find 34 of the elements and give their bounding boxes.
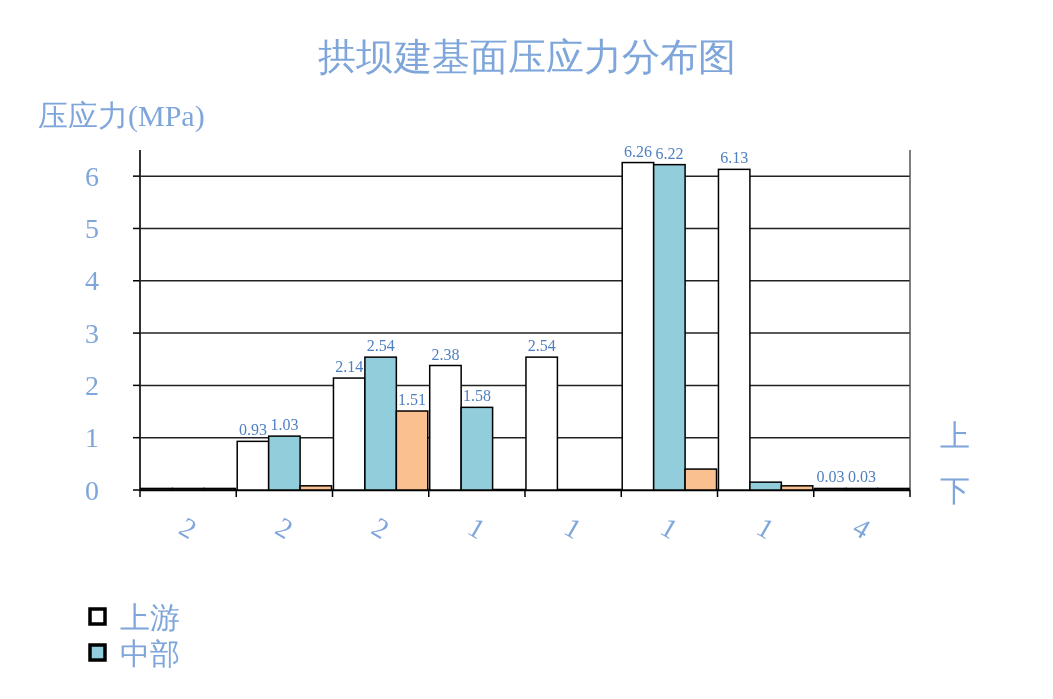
- ytick: 2: [85, 369, 99, 401]
- data-label: 1.03: [270, 416, 299, 434]
- data-label: 6.13: [720, 149, 749, 167]
- data-label: 2.54: [366, 337, 395, 355]
- xtick: 1: [463, 511, 491, 545]
- ytick: 6: [85, 160, 99, 192]
- data-label: 2.38: [431, 345, 460, 363]
- xtick: 2: [366, 511, 395, 545]
- data-label: 1.51: [398, 391, 427, 408]
- ylabel: 压应力(MPa): [38, 99, 205, 132]
- data-label: 2.54: [527, 337, 556, 355]
- xtick: 2: [174, 511, 202, 545]
- ytick: 4: [85, 265, 99, 297]
- data-label: 0.03: [847, 468, 876, 486]
- annotation: 下: [940, 473, 970, 507]
- xtick: 4: [848, 511, 876, 545]
- data-label: 6.22: [655, 144, 684, 162]
- xtick: 1: [559, 511, 587, 545]
- ytick: 0: [85, 474, 99, 506]
- data-label: 0.93: [238, 421, 267, 439]
- legend-label: 上游: [120, 600, 180, 634]
- title: 拱坝建基面压应力分布图: [317, 36, 736, 78]
- xtick: 1: [655, 511, 684, 545]
- xtick: 1: [751, 511, 780, 545]
- data-label: 0.03: [816, 468, 845, 486]
- ytick: 3: [85, 317, 99, 349]
- data-label: 2.14: [335, 358, 364, 376]
- annotation: 上: [940, 418, 970, 452]
- ytick: 1: [85, 422, 99, 454]
- data-label: 1.58: [462, 387, 491, 405]
- ytick: 5: [85, 212, 99, 244]
- xtick: 2: [270, 511, 299, 545]
- data-label: 6.26: [623, 142, 652, 160]
- legend-label: 中部: [120, 636, 180, 670]
